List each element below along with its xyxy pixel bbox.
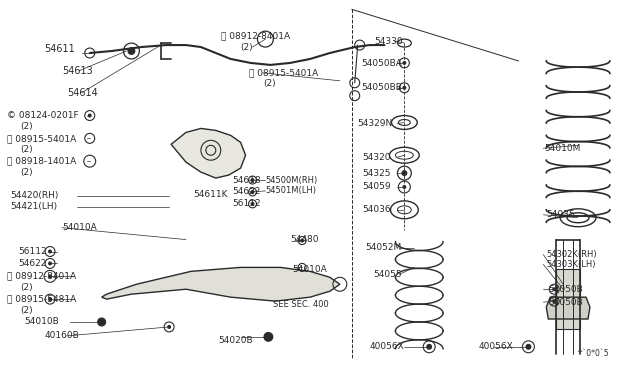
- Text: (2): (2): [241, 42, 253, 52]
- Text: SEE SEC. 400: SEE SEC. 400: [273, 299, 329, 309]
- FancyBboxPatch shape: [556, 269, 580, 329]
- Text: 54501M(LH): 54501M(LH): [266, 186, 316, 195]
- Text: 54303K(LH): 54303K(LH): [547, 260, 596, 269]
- Text: 54010M: 54010M: [544, 144, 580, 153]
- Text: Ⓝ 08918-1401A: Ⓝ 08918-1401A: [7, 157, 77, 166]
- Text: 54613: 54613: [62, 66, 93, 76]
- Text: 54329N: 54329N: [358, 119, 393, 128]
- Circle shape: [426, 344, 432, 350]
- Text: 54059: 54059: [363, 183, 391, 192]
- Circle shape: [401, 170, 407, 176]
- Circle shape: [98, 318, 106, 326]
- Text: 40056X: 40056X: [479, 342, 513, 351]
- Text: ⓘ 08915-5401A: ⓘ 08915-5401A: [248, 68, 318, 77]
- Circle shape: [250, 178, 255, 182]
- Text: 54611K: 54611K: [193, 190, 227, 199]
- Text: 54614: 54614: [67, 88, 98, 98]
- Text: 54320: 54320: [363, 153, 391, 162]
- Text: 54010A: 54010A: [62, 223, 97, 232]
- Circle shape: [525, 344, 531, 350]
- Circle shape: [127, 47, 136, 55]
- Text: 54330: 54330: [374, 36, 403, 46]
- Circle shape: [48, 297, 52, 301]
- Text: Ⓝ 08912-8401A: Ⓝ 08912-8401A: [221, 32, 290, 41]
- Text: ^`0*0`5: ^`0*0`5: [576, 349, 609, 358]
- Text: 40056X: 40056X: [370, 342, 404, 351]
- Text: Ⓝ 08912-8401A: Ⓝ 08912-8401A: [7, 272, 76, 281]
- Text: (2): (2): [20, 305, 33, 315]
- Text: 54050B: 54050B: [548, 298, 583, 307]
- Text: 54500M(RH): 54500M(RH): [266, 176, 317, 185]
- Text: 54302K(RH): 54302K(RH): [547, 250, 597, 259]
- Text: 56112: 56112: [19, 247, 47, 256]
- Text: 54325: 54325: [363, 169, 391, 177]
- Circle shape: [403, 185, 406, 189]
- Text: 54622: 54622: [233, 187, 261, 196]
- Circle shape: [167, 325, 171, 329]
- Text: (2): (2): [20, 283, 33, 292]
- Circle shape: [552, 287, 556, 291]
- Text: 54035: 54035: [547, 210, 575, 219]
- Text: 54050BA: 54050BA: [362, 60, 403, 68]
- Circle shape: [48, 262, 52, 265]
- Circle shape: [250, 190, 255, 194]
- Circle shape: [552, 299, 556, 303]
- Circle shape: [48, 274, 52, 278]
- Text: 54420(RH): 54420(RH): [10, 192, 59, 201]
- Text: 54055: 54055: [374, 270, 402, 279]
- Circle shape: [250, 202, 255, 206]
- Circle shape: [403, 86, 406, 90]
- Polygon shape: [547, 297, 590, 319]
- Text: 54421(LH): 54421(LH): [10, 202, 58, 211]
- Text: (2): (2): [20, 145, 33, 154]
- Text: 54480: 54480: [290, 235, 319, 244]
- Text: 54020B: 54020B: [219, 336, 253, 345]
- Text: 40160B: 40160B: [44, 331, 79, 340]
- Text: 54050B: 54050B: [548, 285, 583, 294]
- Text: ⓘ 08915-5401A: ⓘ 08915-5401A: [7, 134, 77, 143]
- Circle shape: [300, 238, 304, 243]
- Text: ⓘ 08915-5481A: ⓘ 08915-5481A: [7, 295, 77, 304]
- Circle shape: [48, 250, 52, 253]
- Circle shape: [403, 61, 406, 65]
- Circle shape: [88, 113, 92, 118]
- Text: 56112: 56112: [233, 199, 261, 208]
- Text: 54622: 54622: [19, 259, 47, 268]
- Text: 54036: 54036: [363, 205, 391, 214]
- Text: (2): (2): [20, 122, 33, 131]
- Text: 54052M: 54052M: [365, 243, 402, 252]
- Text: (2): (2): [20, 168, 33, 177]
- Text: 54010A: 54010A: [292, 265, 327, 274]
- Polygon shape: [171, 128, 246, 178]
- Circle shape: [264, 332, 273, 342]
- Text: 54010B: 54010B: [24, 317, 59, 327]
- Text: © 08124-0201F: © 08124-0201F: [7, 111, 79, 120]
- Text: 54050BB: 54050BB: [362, 83, 403, 92]
- Polygon shape: [102, 267, 340, 301]
- Text: (2): (2): [264, 79, 276, 88]
- Text: 54618: 54618: [233, 176, 261, 185]
- Text: 54611: 54611: [44, 44, 75, 54]
